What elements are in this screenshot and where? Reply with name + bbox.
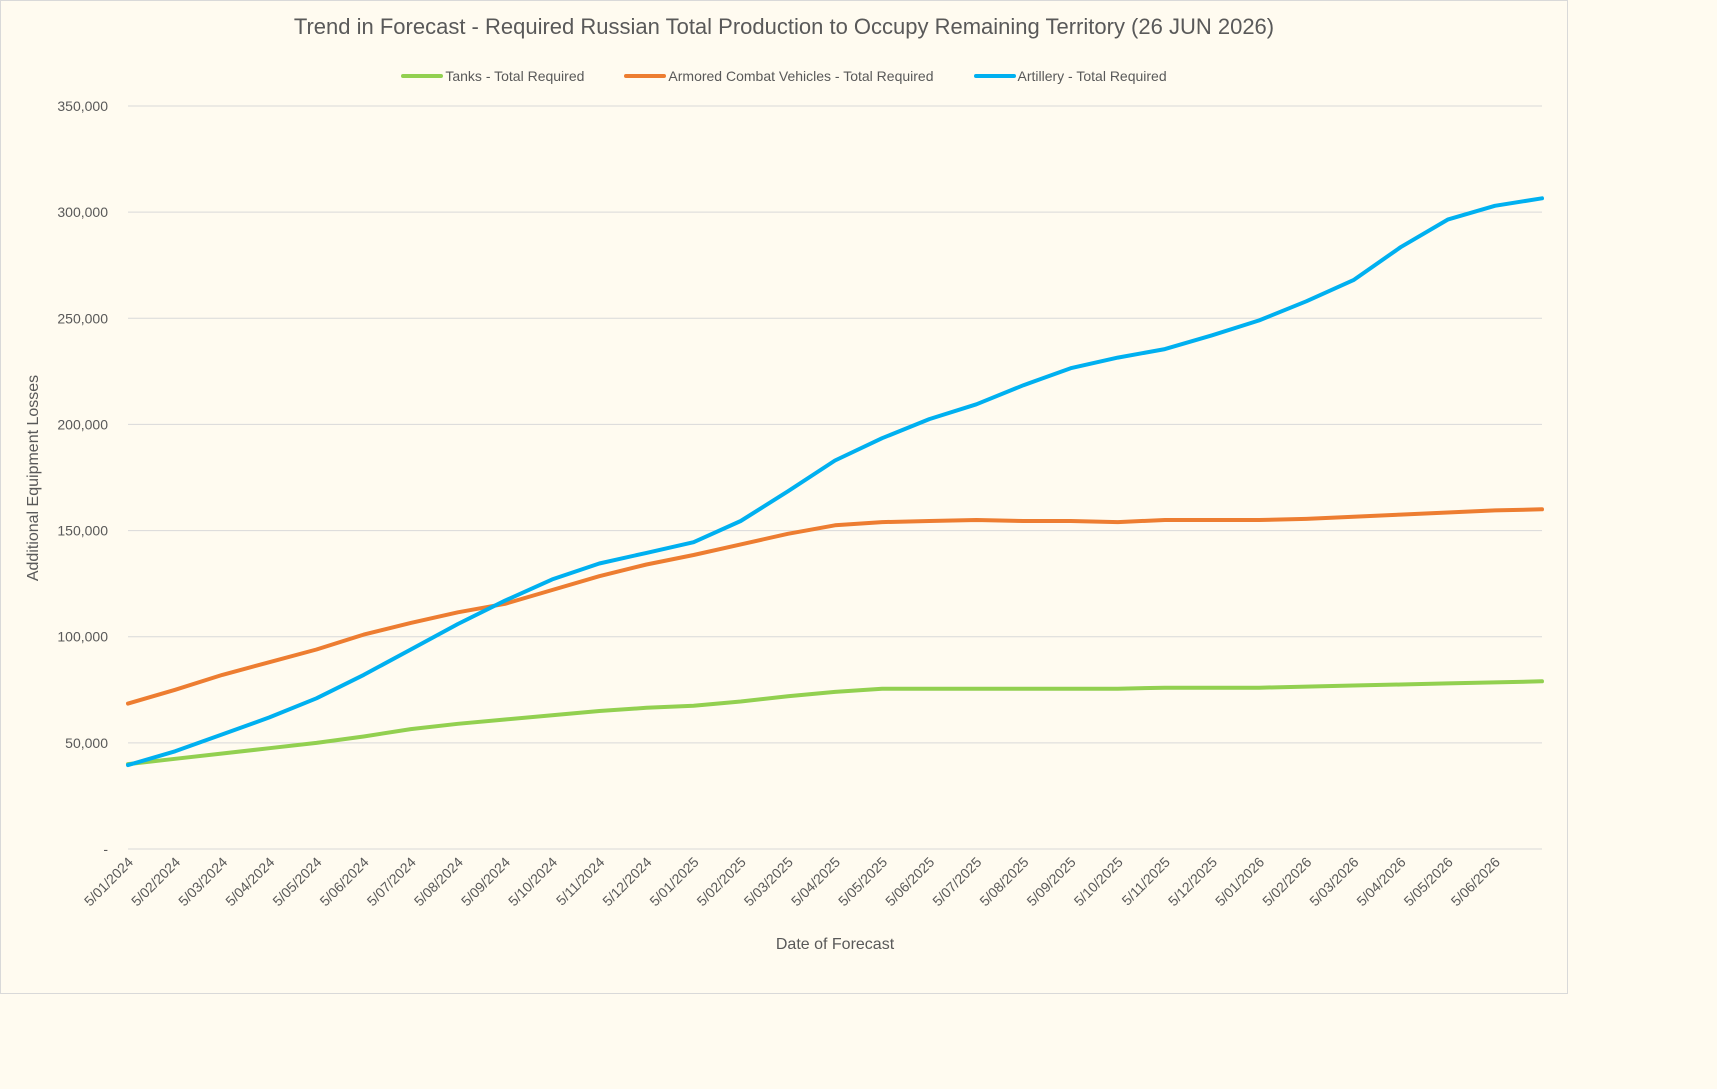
x-tick-label: 5/07/2025 [929,854,985,910]
x-tick-label: 5/09/2025 [1023,854,1079,910]
x-tick-label: 5/02/2026 [1259,854,1315,910]
y-tick-label: 300,000 [57,204,108,220]
y-tick-label: - [103,841,108,857]
x-tick-label: 5/02/2024 [128,854,184,910]
legend-label-tanks: Tanks - Total Required [445,68,585,84]
legend-label-acv: Armored Combat Vehicles - Total Required [668,68,934,84]
x-tick-label: 5/09/2024 [458,854,514,910]
x-tick-label: 5/06/2026 [1448,854,1504,910]
x-tick-label: 5/03/2024 [175,854,231,910]
gridlines [128,105,1542,850]
y-tick-label: 200,000 [57,416,108,432]
y-axis-ticks: - 50,000 100,000 150,000 200,000 250,000 300,0… [57,98,108,857]
legend-item-acv: Armored Combat Vehicles - Total Required [624,68,934,84]
x-tick-label: 5/11/2025 [1118,854,1173,909]
legend-swatch-artillery [973,74,1016,78]
y-tick-label: 250,000 [57,310,108,326]
y-axis-title: Additional Equipment Losses [25,375,42,581]
chart-title: Trend in Forecast - Required Russian Tot… [293,14,1275,39]
x-tick-label: 5/12/2024 [599,854,655,910]
x-tick-label: 5/08/2024 [411,854,467,910]
series-line-artillery [126,196,1544,768]
x-tick-label: 5/11/2024 [553,854,608,909]
x-tick-label: 5/07/2024 [364,854,420,910]
y-tick-label: 150,000 [57,523,108,539]
legend-swatch-acv [624,74,667,78]
x-tick-label: 5/01/2026 [1212,854,1268,910]
legend-item-artillery: Artillery - Total Required [973,68,1167,84]
x-tick-label: 5/06/2025 [882,854,938,910]
x-tick-label: 5/12/2025 [1165,854,1221,910]
x-tick-label: 5/04/2025 [788,854,844,910]
x-tick-label: 5/08/2025 [976,854,1032,910]
x-tick-label: 5/10/2025 [1071,854,1127,910]
x-axis-title: Date of Forecast [776,936,895,953]
x-tick-label: 5/05/2025 [835,854,891,910]
chart-plot: - 50,000 100,000 150,000 200,000 250,000 300,0… [25,98,1544,953]
series-line-acv [126,507,1544,706]
series-line-tanks [126,679,1544,767]
y-tick-label: 100,000 [57,629,108,645]
x-tick-label: 5/04/2026 [1353,854,1409,910]
legend-swatch-tanks [401,74,444,78]
x-tick-label: 5/04/2024 [222,854,278,910]
x-axis-ticks: 5/01/20245/02/20245/03/20245/04/20245/05… [81,854,1503,910]
chart-frame [0,0,1568,994]
x-tick-label: 5/05/2026 [1400,854,1456,910]
series-lines [126,196,1544,768]
x-tick-label: 5/10/2024 [505,854,561,910]
x-tick-label: 5/02/2025 [693,854,749,910]
chart-legend: Tanks - Total Required Armored Combat Ve… [0,68,1568,84]
x-tick-label: 5/01/2024 [81,854,137,910]
legend-label-artillery: Artillery - Total Required [1017,68,1167,84]
x-tick-label: 5/03/2026 [1306,854,1362,910]
y-tick-label: 50,000 [65,735,108,751]
x-tick-label: 5/01/2025 [646,854,702,910]
x-tick-label: 5/05/2024 [269,854,325,910]
x-tick-label: 5/06/2024 [316,854,372,910]
y-tick-label: 350,000 [57,98,108,114]
legend-item-tanks: Tanks - Total Required [401,68,584,84]
x-tick-label: 5/03/2025 [741,854,797,910]
